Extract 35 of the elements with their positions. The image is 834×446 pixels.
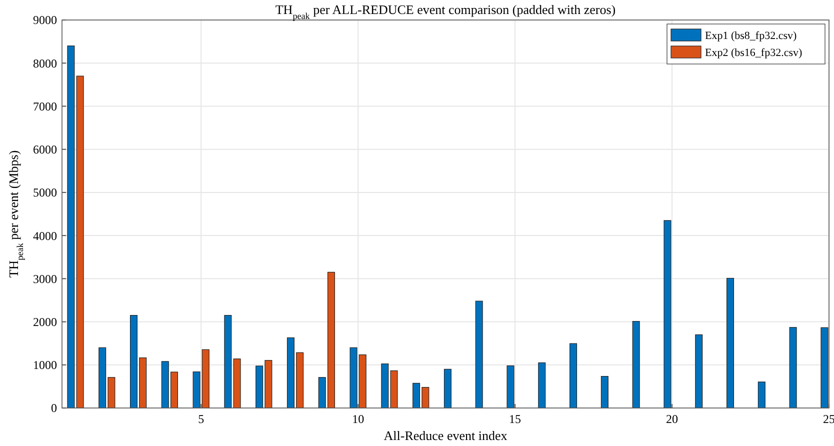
legend-label: Exp2 (bs16_fp32.csv) (705, 47, 802, 59)
bar (695, 334, 703, 408)
bar (76, 76, 84, 408)
y-tick-label: 3000 (33, 272, 57, 286)
bar (632, 321, 640, 408)
y-tick-label: 9000 (33, 13, 57, 28)
y-tick-label: 0 (51, 401, 57, 416)
x-tick-label: 10 (352, 412, 364, 426)
bar (664, 220, 672, 408)
bar (570, 343, 578, 408)
bar (475, 300, 483, 408)
bar (224, 315, 232, 408)
y-tick-label: 5000 (33, 186, 57, 200)
x-tick-label: 20 (666, 412, 678, 426)
y-tick-label: 1000 (33, 358, 57, 372)
y-tick-label: 2000 (33, 314, 57, 329)
y-tick-label: 7000 (33, 99, 57, 114)
bar (506, 365, 514, 408)
y-tick-label: 6000 (33, 142, 57, 157)
bar (789, 327, 797, 408)
bar (538, 362, 546, 408)
x-tick-label: 15 (509, 412, 522, 426)
bar (600, 376, 608, 408)
y-tick-label: 4000 (33, 228, 57, 243)
chart-title: TH$_{peak}$ per ALL-REDUCE event comparison (padded with zeros) (275, 2, 616, 21)
x-tick-label: 5 (198, 412, 204, 426)
bar (726, 278, 734, 408)
bar (233, 358, 241, 408)
bar (758, 382, 766, 408)
bar (444, 368, 452, 408)
bar (820, 327, 828, 408)
bar (67, 46, 75, 408)
y-tick-label: 8000 (33, 56, 57, 70)
legend-label: Exp1 (bs8_fp32.csv) (705, 30, 797, 42)
x-axis-title: All-Reduce event index (384, 428, 508, 443)
